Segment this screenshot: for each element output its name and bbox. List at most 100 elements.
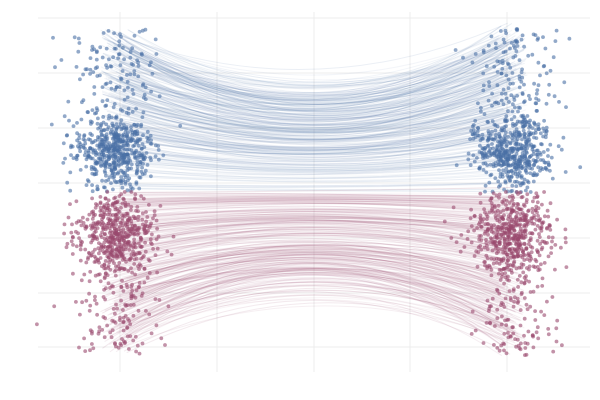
- point-lower-0-414: [112, 196, 116, 201]
- point-upper-1-544: [521, 124, 525, 129]
- point-lower-1-276: [509, 334, 513, 339]
- curve-upper-77: [113, 32, 500, 96]
- curve-lower-218: [104, 241, 524, 263]
- curve-upper-219: [107, 136, 500, 165]
- curve-upper-136: [115, 188, 506, 192]
- point-lower-1-61: [524, 302, 529, 307]
- curve-upper-70: [121, 91, 517, 126]
- point-upper-0-248: [122, 88, 127, 93]
- curve-lower-54: [127, 221, 511, 235]
- point-lower-0-520: [122, 242, 127, 247]
- point-lower-1-405: [546, 332, 551, 337]
- point-lower-0-83: [136, 214, 141, 219]
- point-lower-0-603: [95, 222, 100, 226]
- point-upper-0-311: [77, 136, 81, 141]
- point-upper-1-121: [487, 80, 491, 84]
- curve-upper-71: [127, 28, 513, 94]
- point-lower-0-550: [126, 241, 130, 246]
- point-upper-0-425: [118, 63, 123, 67]
- point-lower-1-147: [484, 240, 489, 245]
- point-upper-1-14: [561, 135, 566, 140]
- point-upper-0-631: [76, 49, 81, 54]
- point-lower-0-577: [64, 245, 69, 250]
- point-lower-0-202: [103, 259, 108, 263]
- point-upper-1-189: [504, 130, 508, 135]
- point-upper-1-395: [508, 65, 513, 70]
- point-lower-0-518: [113, 251, 118, 256]
- point-upper-0-450: [121, 143, 126, 148]
- point-lower-1-544: [487, 304, 492, 308]
- curve-lower-98: [115, 291, 503, 357]
- curve-lower-242: [116, 289, 517, 330]
- curve-upper-117: [125, 78, 508, 131]
- point-lower-0-620: [129, 204, 134, 209]
- point-lower-0-624: [70, 222, 74, 227]
- point-lower-0-640: [101, 249, 106, 254]
- point-lower-0-521: [97, 325, 102, 330]
- curve-upper-89: [124, 84, 499, 125]
- point-lower-1-629: [513, 337, 517, 341]
- curve-upper-161: [103, 38, 510, 84]
- point-upper-1-453: [481, 50, 486, 55]
- point-upper-0-455: [130, 110, 135, 114]
- curve-lower-99: [109, 215, 513, 235]
- point-lower-1-342: [520, 290, 524, 295]
- point-lower-1-171: [494, 193, 499, 198]
- curve-upper-129: [122, 109, 517, 137]
- point-lower-0-481: [93, 212, 97, 217]
- point-lower-1-166: [494, 251, 499, 256]
- point-lower-0-554: [129, 218, 134, 223]
- point-upper-1-524: [524, 139, 528, 144]
- point-upper-0-446: [107, 57, 111, 62]
- curve-lower-204: [125, 225, 516, 246]
- point-lower-0-446: [94, 229, 98, 234]
- point-upper-1-174: [511, 81, 515, 86]
- point-lower-0-462: [108, 267, 113, 272]
- curve-upper-121: [105, 116, 504, 151]
- point-upper-0-346: [149, 89, 154, 94]
- point-lower-1-606: [510, 251, 515, 256]
- point-lower-0-539: [102, 287, 106, 292]
- curve-lower-29: [115, 242, 512, 287]
- curve-lower-58: [123, 299, 511, 355]
- point-upper-0-608: [86, 154, 91, 159]
- point-lower-0-302: [149, 331, 154, 336]
- point-lower-1-550: [515, 254, 519, 259]
- point-lower-1-511: [511, 264, 516, 268]
- curve-upper-207: [107, 80, 511, 131]
- point-lower-0-9: [151, 247, 156, 251]
- point-upper-1-495: [498, 171, 503, 176]
- point-lower-0-612: [131, 214, 136, 219]
- point-lower-1-203: [522, 316, 527, 321]
- point-lower-0-619: [86, 257, 90, 261]
- curve-lower-43: [121, 272, 521, 319]
- point-upper-1-579: [508, 178, 513, 183]
- point-lower-0-65: [80, 300, 84, 305]
- curve-upper-86: [105, 71, 508, 106]
- point-lower-1-640: [496, 257, 501, 261]
- point-upper-0-161: [59, 58, 64, 62]
- curve-upper-68: [100, 60, 526, 118]
- curve-lower-229: [108, 270, 503, 301]
- curve-lower-230: [127, 256, 502, 286]
- point-lower-1-649: [518, 207, 523, 212]
- curve-upper-205: [121, 58, 510, 123]
- point-upper-1-549: [522, 100, 526, 105]
- point-upper-1-521: [562, 80, 567, 85]
- point-lower-1-592: [507, 234, 512, 239]
- point-upper-0-244: [104, 46, 109, 51]
- point-upper-0-287: [132, 143, 137, 148]
- point-lower-1-74: [533, 309, 537, 313]
- curve-upper-165: [117, 94, 510, 123]
- point-upper-0-476: [100, 154, 105, 159]
- point-upper-1-409: [530, 52, 535, 57]
- point-lower-1-327: [493, 214, 498, 218]
- curve-upper-143: [112, 55, 500, 98]
- point-lower-1-302: [504, 203, 508, 207]
- point-lower-0-537: [131, 302, 136, 307]
- curve-upper-240: [103, 103, 501, 143]
- curve-lower-221: [118, 269, 517, 334]
- curve-lower-189: [105, 271, 501, 303]
- point-lower-0-205: [119, 205, 123, 210]
- point-upper-0-448: [83, 146, 87, 151]
